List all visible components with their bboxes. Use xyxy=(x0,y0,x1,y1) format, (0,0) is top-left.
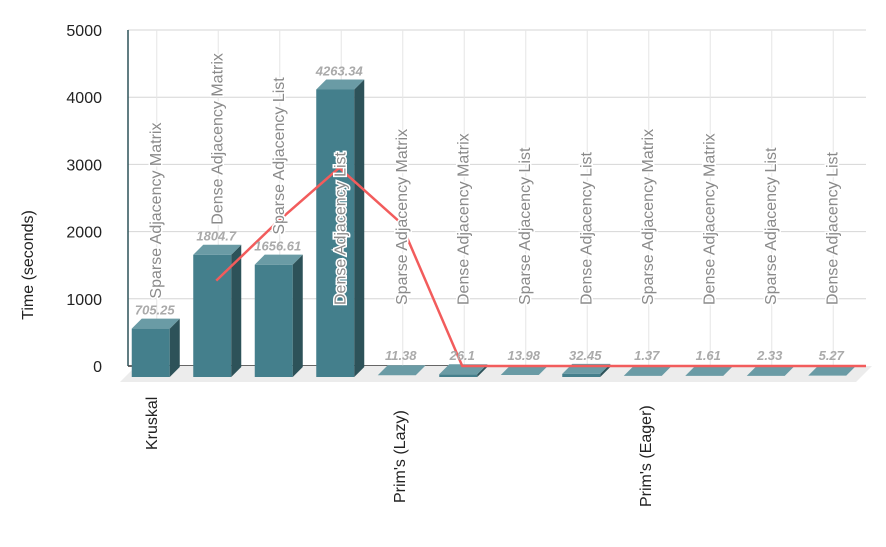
bar-top xyxy=(623,365,672,376)
value-label: 13.98 xyxy=(507,348,540,363)
floor-plane xyxy=(120,366,872,382)
bar-side xyxy=(169,318,180,377)
category-label: Sparse Adjacency List xyxy=(271,77,288,235)
bar-side xyxy=(354,79,365,378)
y-tick-label: 3000 xyxy=(66,157,102,174)
y-tick-label: 5000 xyxy=(66,23,102,40)
y-tick-label: 4000 xyxy=(66,90,102,107)
bar-side xyxy=(231,244,242,377)
value-labels: 705.25 1804.7 1656.61 4263.34 11.38 26.1 13.98… xyxy=(135,64,845,363)
floor xyxy=(120,366,872,382)
category-label: Dense Adjacency List xyxy=(824,151,841,305)
line-path xyxy=(215,166,866,368)
value-label: 705.25 xyxy=(135,303,176,318)
bar-top xyxy=(377,365,426,376)
bar-top xyxy=(500,365,549,376)
y-tick-label: 2000 xyxy=(66,225,102,242)
bar-front xyxy=(254,264,293,377)
bar-front xyxy=(316,89,355,378)
bar xyxy=(808,365,857,376)
category-labels: Sparse Adjacency Matrix Dense Adjacency M… xyxy=(146,52,843,307)
category-label: Sparse Adjacency Matrix xyxy=(640,129,657,305)
bars xyxy=(131,79,857,378)
bar xyxy=(254,254,303,377)
line-series xyxy=(215,166,866,368)
bar-side xyxy=(292,254,303,377)
category-label: Sparse Adjacency Matrix xyxy=(148,123,165,299)
category-label: Dense Adjacency Matrix xyxy=(209,53,226,225)
category-label: Sparse Adjacency List xyxy=(763,147,780,305)
bar-top xyxy=(685,365,734,376)
group-label: Prim's (Eager) xyxy=(638,405,655,507)
bar-front xyxy=(131,328,170,377)
bar-top xyxy=(254,254,303,265)
bar xyxy=(131,318,180,377)
category-label: Dense Adjacency Matrix xyxy=(701,133,718,305)
value-label: 5.27 xyxy=(819,348,845,363)
bar xyxy=(500,365,549,376)
bar xyxy=(746,365,795,376)
value-label: 32.45 xyxy=(569,348,602,363)
bar xyxy=(685,365,734,376)
value-label: 1.61 xyxy=(696,348,721,363)
bar xyxy=(193,244,242,377)
category-label: Dense Adjacency List xyxy=(578,151,595,305)
value-label: 2.33 xyxy=(756,348,783,363)
group-label: Kruskal xyxy=(144,397,161,450)
group-labels: Kruskal Prim's (Lazy) Prim's (Eager) xyxy=(144,397,655,507)
bar-front xyxy=(562,373,601,377)
y-tick-label: 1000 xyxy=(66,292,102,309)
bar xyxy=(316,79,365,378)
bar xyxy=(377,365,426,376)
bar-top xyxy=(808,365,857,376)
bar-front xyxy=(193,254,232,377)
group-label: Prim's (Lazy) xyxy=(392,410,409,503)
bar-top xyxy=(316,79,365,90)
bar-top xyxy=(131,318,180,329)
value-label: 1656.61 xyxy=(254,239,301,254)
y-axis-ticks: 0 1000 2000 3000 4000 5000 xyxy=(66,23,102,376)
bar-side xyxy=(477,364,488,377)
bar-top xyxy=(193,244,242,255)
value-label: 11.38 xyxy=(385,348,417,363)
grid xyxy=(127,29,866,382)
category-label: Sparse Adjacency Matrix xyxy=(394,129,411,305)
value-label: 1804.7 xyxy=(196,229,237,244)
y-tick-label: 0 xyxy=(93,359,102,376)
value-label: 1.37 xyxy=(634,348,660,363)
category-label: Sparse Adjacency List xyxy=(517,147,534,305)
bar-top xyxy=(746,365,795,376)
value-label: 26.1 xyxy=(449,348,475,363)
category-label: Dense Adjacency List xyxy=(332,151,349,305)
bar-front xyxy=(439,374,478,377)
bar xyxy=(623,365,672,376)
y-axis-label: Time (seconds) xyxy=(20,210,37,320)
category-label: Dense Adjacency Matrix xyxy=(455,133,472,305)
value-label: 4263.34 xyxy=(315,64,364,79)
